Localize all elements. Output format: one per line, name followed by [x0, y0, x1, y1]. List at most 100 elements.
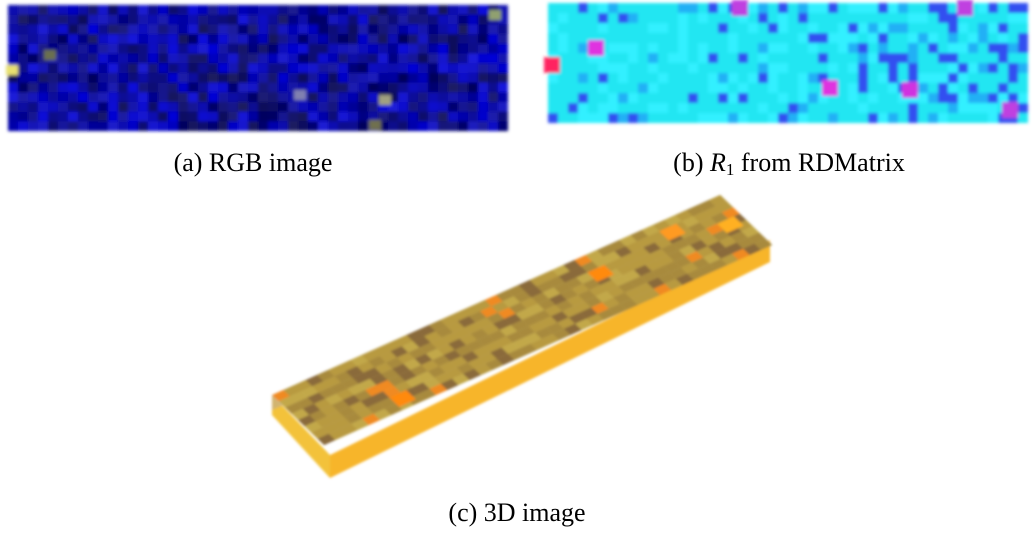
pixel: [718, 73, 728, 83]
pixel: [208, 112, 218, 122]
pixel: [558, 43, 568, 53]
pixel: [8, 15, 18, 25]
pixel: [898, 3, 908, 13]
caption-a: (a) RGB image: [174, 148, 333, 178]
pixel: [48, 73, 58, 83]
pixel: [378, 83, 388, 93]
pixel: [798, 93, 808, 103]
pixel: [158, 92, 168, 102]
pixel: [298, 15, 308, 25]
pixel: [128, 5, 138, 15]
slab-top: [272, 195, 772, 445]
pixel: [848, 93, 858, 103]
pixel: [48, 63, 58, 73]
pixel: [468, 102, 478, 112]
pixel: [358, 54, 368, 64]
pixel: [408, 24, 418, 34]
pixel: [478, 24, 488, 34]
pixel: [318, 5, 328, 15]
pixel: [388, 73, 398, 83]
pixel: [408, 102, 418, 112]
pixel: [88, 92, 98, 102]
pixel: [478, 63, 488, 73]
pixel: [18, 44, 28, 54]
pixel: [378, 112, 388, 122]
pixel: [198, 15, 208, 25]
pixel: [938, 83, 948, 93]
pixel: [1008, 63, 1018, 73]
pixel: [268, 92, 278, 102]
pixel: [498, 102, 508, 112]
pixel: [138, 63, 148, 73]
pixel: [988, 113, 998, 123]
pixel: [358, 83, 368, 93]
pixel: [178, 34, 188, 44]
pixel: [598, 83, 608, 93]
caption-label: (c): [448, 498, 477, 527]
pixel: [368, 112, 378, 122]
pixel: [608, 63, 618, 73]
pixel: [168, 5, 178, 15]
pixel: [58, 63, 68, 73]
pixel: [958, 43, 968, 53]
pixel: [268, 34, 278, 44]
pixel: [428, 34, 438, 44]
pixel: [238, 24, 248, 34]
pixel: [268, 102, 278, 112]
pixel: [318, 24, 328, 34]
pixel: [908, 63, 918, 73]
pixel: [418, 121, 428, 131]
pixel: [68, 63, 78, 73]
pixel: [178, 112, 188, 122]
pixel: [218, 54, 228, 64]
pixel: [338, 15, 348, 25]
pixel: [318, 15, 328, 25]
pixel: [728, 113, 738, 123]
pixel: [88, 15, 98, 25]
pixel: [678, 103, 688, 113]
pixel: [838, 23, 848, 33]
pixel: [218, 73, 228, 83]
pixel: [308, 5, 318, 15]
pixel: [298, 73, 308, 83]
pixel: [78, 121, 88, 131]
pixel: [408, 63, 418, 73]
pixel: [218, 34, 228, 44]
pixel: [148, 15, 158, 25]
pixel: [728, 43, 738, 53]
pixel: [88, 112, 98, 122]
pixel: [258, 112, 268, 122]
pixel: [68, 15, 78, 25]
pixel: [298, 102, 308, 112]
page: (a) RGB image (b) R1 from RDMatrix (c) 3…: [0, 0, 1033, 533]
pixel: [218, 24, 228, 34]
pixel: [208, 44, 218, 54]
pixel: [478, 92, 488, 102]
pixel: [368, 54, 378, 64]
pixel: [388, 24, 398, 34]
pixel: [98, 24, 108, 34]
pixel: [638, 113, 648, 123]
pixel: [288, 73, 298, 83]
pixel: [488, 34, 498, 44]
pixel: [108, 5, 118, 15]
pixel: [448, 83, 458, 93]
pixel: [438, 92, 448, 102]
pixel: [168, 73, 178, 83]
pixel: [858, 53, 868, 63]
pixel: [128, 24, 138, 34]
pixel: [98, 5, 108, 15]
pixel: [758, 53, 768, 63]
pixel: [348, 102, 358, 112]
pixel: [228, 63, 238, 73]
pixel: [578, 103, 588, 113]
pixel: [358, 92, 368, 102]
pixel: [168, 83, 178, 93]
pixel: [28, 15, 38, 25]
pixel: [378, 44, 388, 54]
pixel: [248, 24, 258, 34]
pixel: [498, 121, 508, 131]
pixel: [308, 24, 318, 34]
pixel: [98, 92, 108, 102]
pixel: [58, 24, 68, 34]
